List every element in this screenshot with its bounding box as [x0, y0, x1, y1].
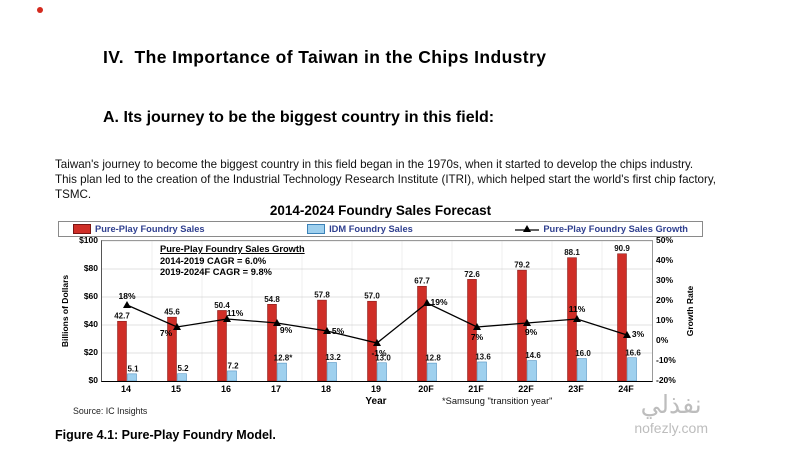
annotation-line1: Pure-Play Foundry Sales Growth: [160, 244, 305, 254]
watermark: نفذلي nofezly.com: [634, 391, 708, 436]
svg-text:13.2: 13.2: [325, 353, 341, 362]
svg-text:57.8: 57.8: [314, 291, 330, 300]
svg-text:5%: 5%: [332, 326, 345, 336]
svg-text:57.0: 57.0: [364, 292, 380, 301]
svg-text:72.6: 72.6: [464, 270, 480, 279]
section-heading: IV. The Importance of Taiwan in the Chip…: [103, 47, 547, 67]
svg-text:7%: 7%: [471, 332, 484, 342]
svg-text:67.7: 67.7: [414, 277, 430, 286]
annotation-line2: 2014-2019 CAGR = 6.0%: [160, 255, 267, 266]
svg-text:13.6: 13.6: [475, 352, 491, 361]
line-triangle-marker-icon: [515, 225, 540, 232]
svg-text:42.7: 42.7: [114, 312, 130, 321]
svg-text:-1%: -1%: [371, 348, 387, 358]
svg-text:16.6: 16.6: [625, 348, 641, 357]
svg-text:14.6: 14.6: [525, 351, 541, 360]
svg-text:19%: 19%: [430, 297, 447, 307]
svg-text:50.4: 50.4: [214, 301, 230, 310]
annotation-line3: 2019-2024F CAGR = 9.8%: [160, 267, 272, 278]
legend-item-idm-sales: IDM Foundry Sales: [307, 224, 413, 234]
svg-text:5.2: 5.2: [177, 364, 189, 373]
record-dot-icon: [37, 7, 43, 13]
left-axis-ticks: $100 $80 $60 $40 $20 $0: [79, 235, 98, 385]
right-axis-title: Growth Rate: [684, 285, 695, 337]
svg-text:12.8: 12.8: [425, 354, 441, 363]
svg-text:90.9: 90.9: [614, 244, 630, 253]
svg-text:79.2: 79.2: [514, 261, 530, 270]
samsung-footnote: *Samsung "transition year": [442, 396, 553, 406]
svg-text:5.1: 5.1: [127, 364, 139, 373]
svg-text:12.8*: 12.8*: [274, 354, 294, 363]
red-bar-swatch-icon: [73, 224, 91, 234]
legend-item-pure-play-sales: Pure-Play Foundry Sales: [73, 224, 205, 234]
chart-figure: 2014-2024 Foundry Sales Forecast Pure-Pl…: [58, 203, 703, 420]
cagr-annotation: Pure-Play Foundry Sales Growth 2014-2019…: [160, 244, 305, 279]
legend-item-growth-line: Pure-Play Foundry Sales Growth: [515, 224, 688, 234]
svg-text:9%: 9%: [525, 327, 538, 337]
svg-text:88.1: 88.1: [564, 248, 580, 257]
svg-text:11%: 11%: [569, 304, 586, 314]
axis-footer: Year *Samsung "transition year" Source: …: [73, 394, 651, 420]
svg-text:11%: 11%: [227, 308, 244, 318]
source-note: Source: IC Insights: [73, 406, 148, 416]
body-paragraph: Taiwan's journey to become the biggest c…: [55, 158, 717, 201]
svg-text:45.6: 45.6: [164, 308, 180, 317]
plot-area: 42.7 45.6 50.4 54.8 57.8 57.0 67.7 72.6 79.2 88.1…: [101, 240, 653, 382]
left-axis-title: Billions of Dollars: [59, 274, 70, 348]
watermark-site-text: nofezly.com: [634, 419, 708, 436]
svg-text:18%: 18%: [118, 291, 135, 301]
legend-label: Pure-Play Foundry Sales: [95, 224, 205, 234]
x-axis-ticks: 14 15 16 17 18 19 20F 21F 22F 23F 24F: [120, 384, 634, 394]
svg-text:7.2: 7.2: [227, 361, 239, 370]
svg-text:54.8: 54.8: [264, 295, 280, 304]
right-axis-ticks: 50% 40% 30% 20% 10% 0% -10% -20%: [656, 235, 676, 385]
svg-text:16.0: 16.0: [575, 349, 591, 358]
plot-row: Billions of Dollars $100 $80 $60 $40 $20 $0 4…: [58, 235, 703, 385]
svg-text:9%: 9%: [280, 325, 293, 335]
figure-caption: Figure 4.1: Pure-Play Foundry Model.: [55, 428, 276, 442]
x-axis-title: Year: [365, 396, 387, 407]
chart-canvas: 42.7 45.6 50.4 54.8 57.8 57.0 67.7 72.6 79.2 88.1…: [102, 241, 652, 381]
subsection-heading: A. Its journey to be the biggest country…: [103, 109, 495, 126]
watermark-arabic-text: نفذلي: [640, 391, 702, 419]
legend-label: Pure-Play Foundry Sales Growth: [543, 224, 688, 234]
svg-text:3%: 3%: [632, 329, 645, 339]
svg-text:7%: 7%: [160, 328, 173, 338]
blue-bar-swatch-icon: [307, 224, 326, 234]
svg-text:13.0: 13.0: [375, 353, 391, 362]
legend-label: IDM Foundry Sales: [329, 224, 413, 234]
chart-legend: Pure-Play Foundry Sales IDM Foundry Sale…: [58, 221, 703, 237]
chart-title: 2014-2024 Foundry Sales Forecast: [269, 203, 492, 218]
